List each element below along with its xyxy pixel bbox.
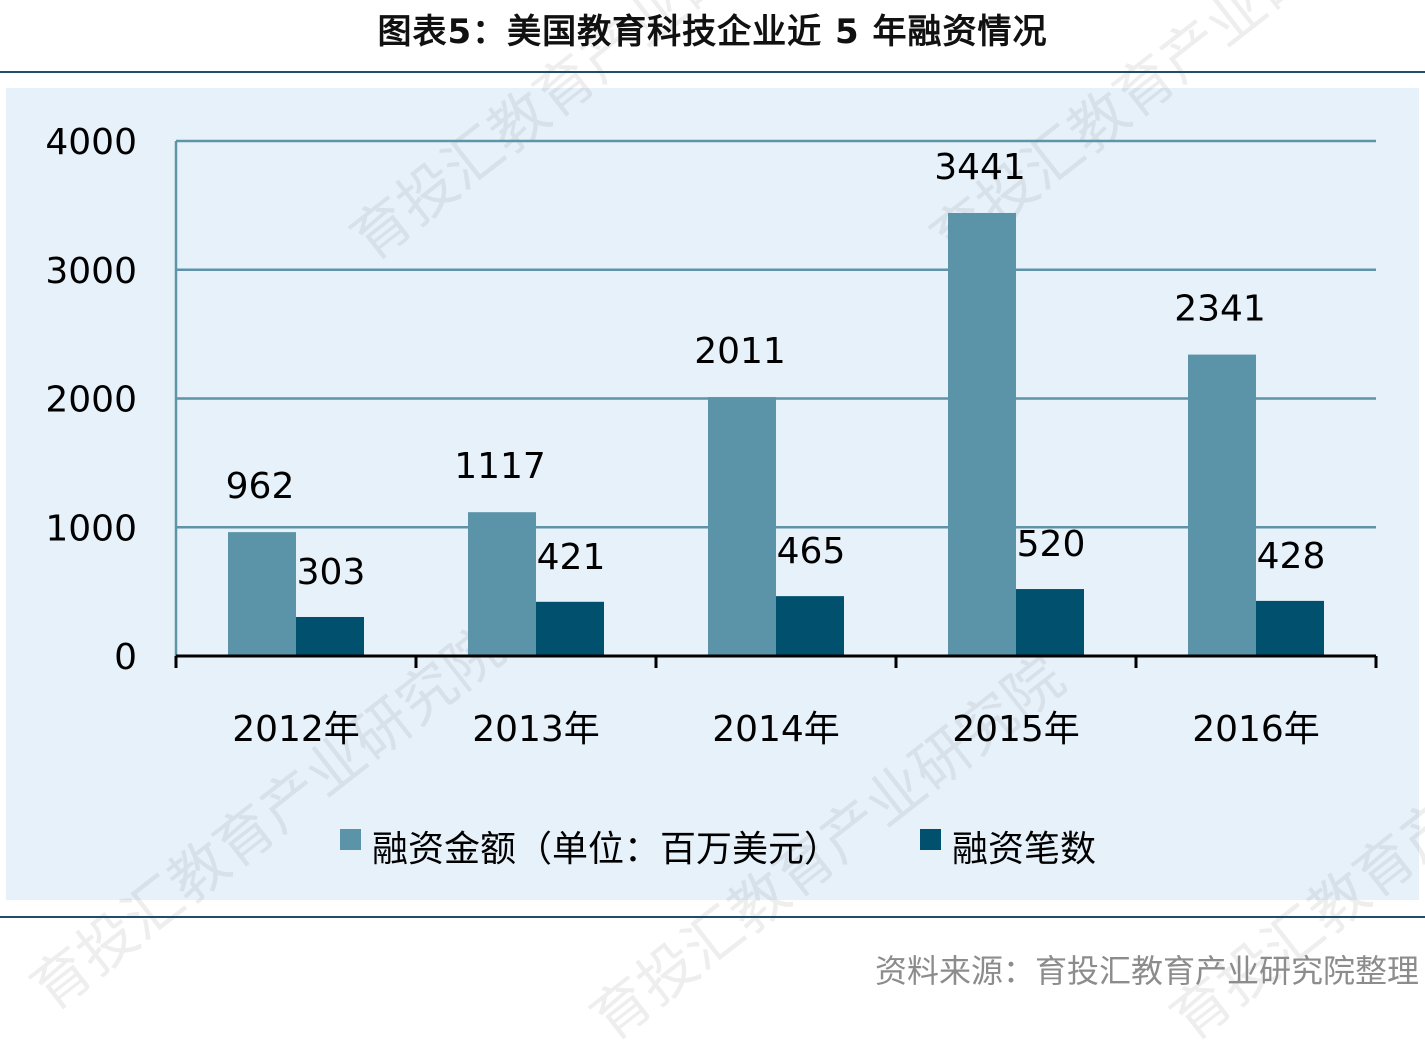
y-tick-label: 2000 (45, 380, 137, 421)
y-tick-label: 3000 (45, 251, 137, 292)
x-tick-label: 2016年 (1192, 709, 1320, 750)
bar-amount (468, 512, 536, 656)
data-label-amount: 2341 (1174, 289, 1266, 330)
source-note: 资料来源：育投汇教育产业研究院整理 (874, 952, 1419, 990)
y-tick-label: 4000 (45, 122, 137, 163)
x-tick-label: 2013年 (472, 709, 600, 750)
axes: 0 1000 2000 3000 4000 2012年 2013年 2014年 2015年 201… (45, 122, 1378, 750)
bars (228, 212, 1324, 656)
x-tick-label: 2012年 (232, 709, 360, 750)
bar-count (776, 596, 844, 656)
data-label-count: 428 (1257, 536, 1326, 577)
bar-count (296, 616, 364, 656)
footer-rule (0, 916, 1425, 918)
legend-label-amount: 融资金额（单位：百万美元） (372, 829, 840, 870)
data-label-amount: 1117 (454, 446, 546, 487)
y-tick-label: 0 (114, 637, 137, 678)
bar-count (536, 601, 604, 656)
data-label-count: 303 (297, 552, 366, 593)
y-tick-label: 1000 (45, 508, 137, 549)
x-tick-label: 2015年 (952, 709, 1080, 750)
data-label-amount: 3441 (934, 147, 1026, 188)
data-label-count: 520 (1017, 524, 1086, 565)
bar-amount (1188, 354, 1256, 656)
bar-amount (708, 397, 776, 656)
data-label-count: 421 (537, 537, 606, 578)
legend: 融资金额（单位：百万美元） 融资笔数 (340, 829, 1096, 870)
data-label-amount: 962 (226, 466, 295, 507)
bar-amount (948, 212, 1016, 656)
chart-title: 图表5：美国教育科技企业近 5 年融资情况 (377, 12, 1048, 52)
legend-swatch-count (920, 829, 941, 850)
title-rule (0, 71, 1425, 73)
legend-swatch-amount (340, 829, 361, 850)
bar-amount (228, 532, 296, 656)
x-tick-label: 2014年 (712, 709, 840, 750)
data-label-count: 465 (777, 531, 846, 572)
bar-count (1256, 600, 1324, 656)
data-labels: 962 303 1117 421 2011 465 3441 520 2341 428 (226, 147, 1326, 593)
legend-label-count: 融资笔数 (952, 829, 1096, 870)
bar-count (1016, 589, 1084, 656)
bar-chart: 0 1000 2000 3000 4000 2012年 2013年 2014年 2015年 201… (45, 122, 1378, 870)
data-label-amount: 2011 (694, 331, 786, 372)
